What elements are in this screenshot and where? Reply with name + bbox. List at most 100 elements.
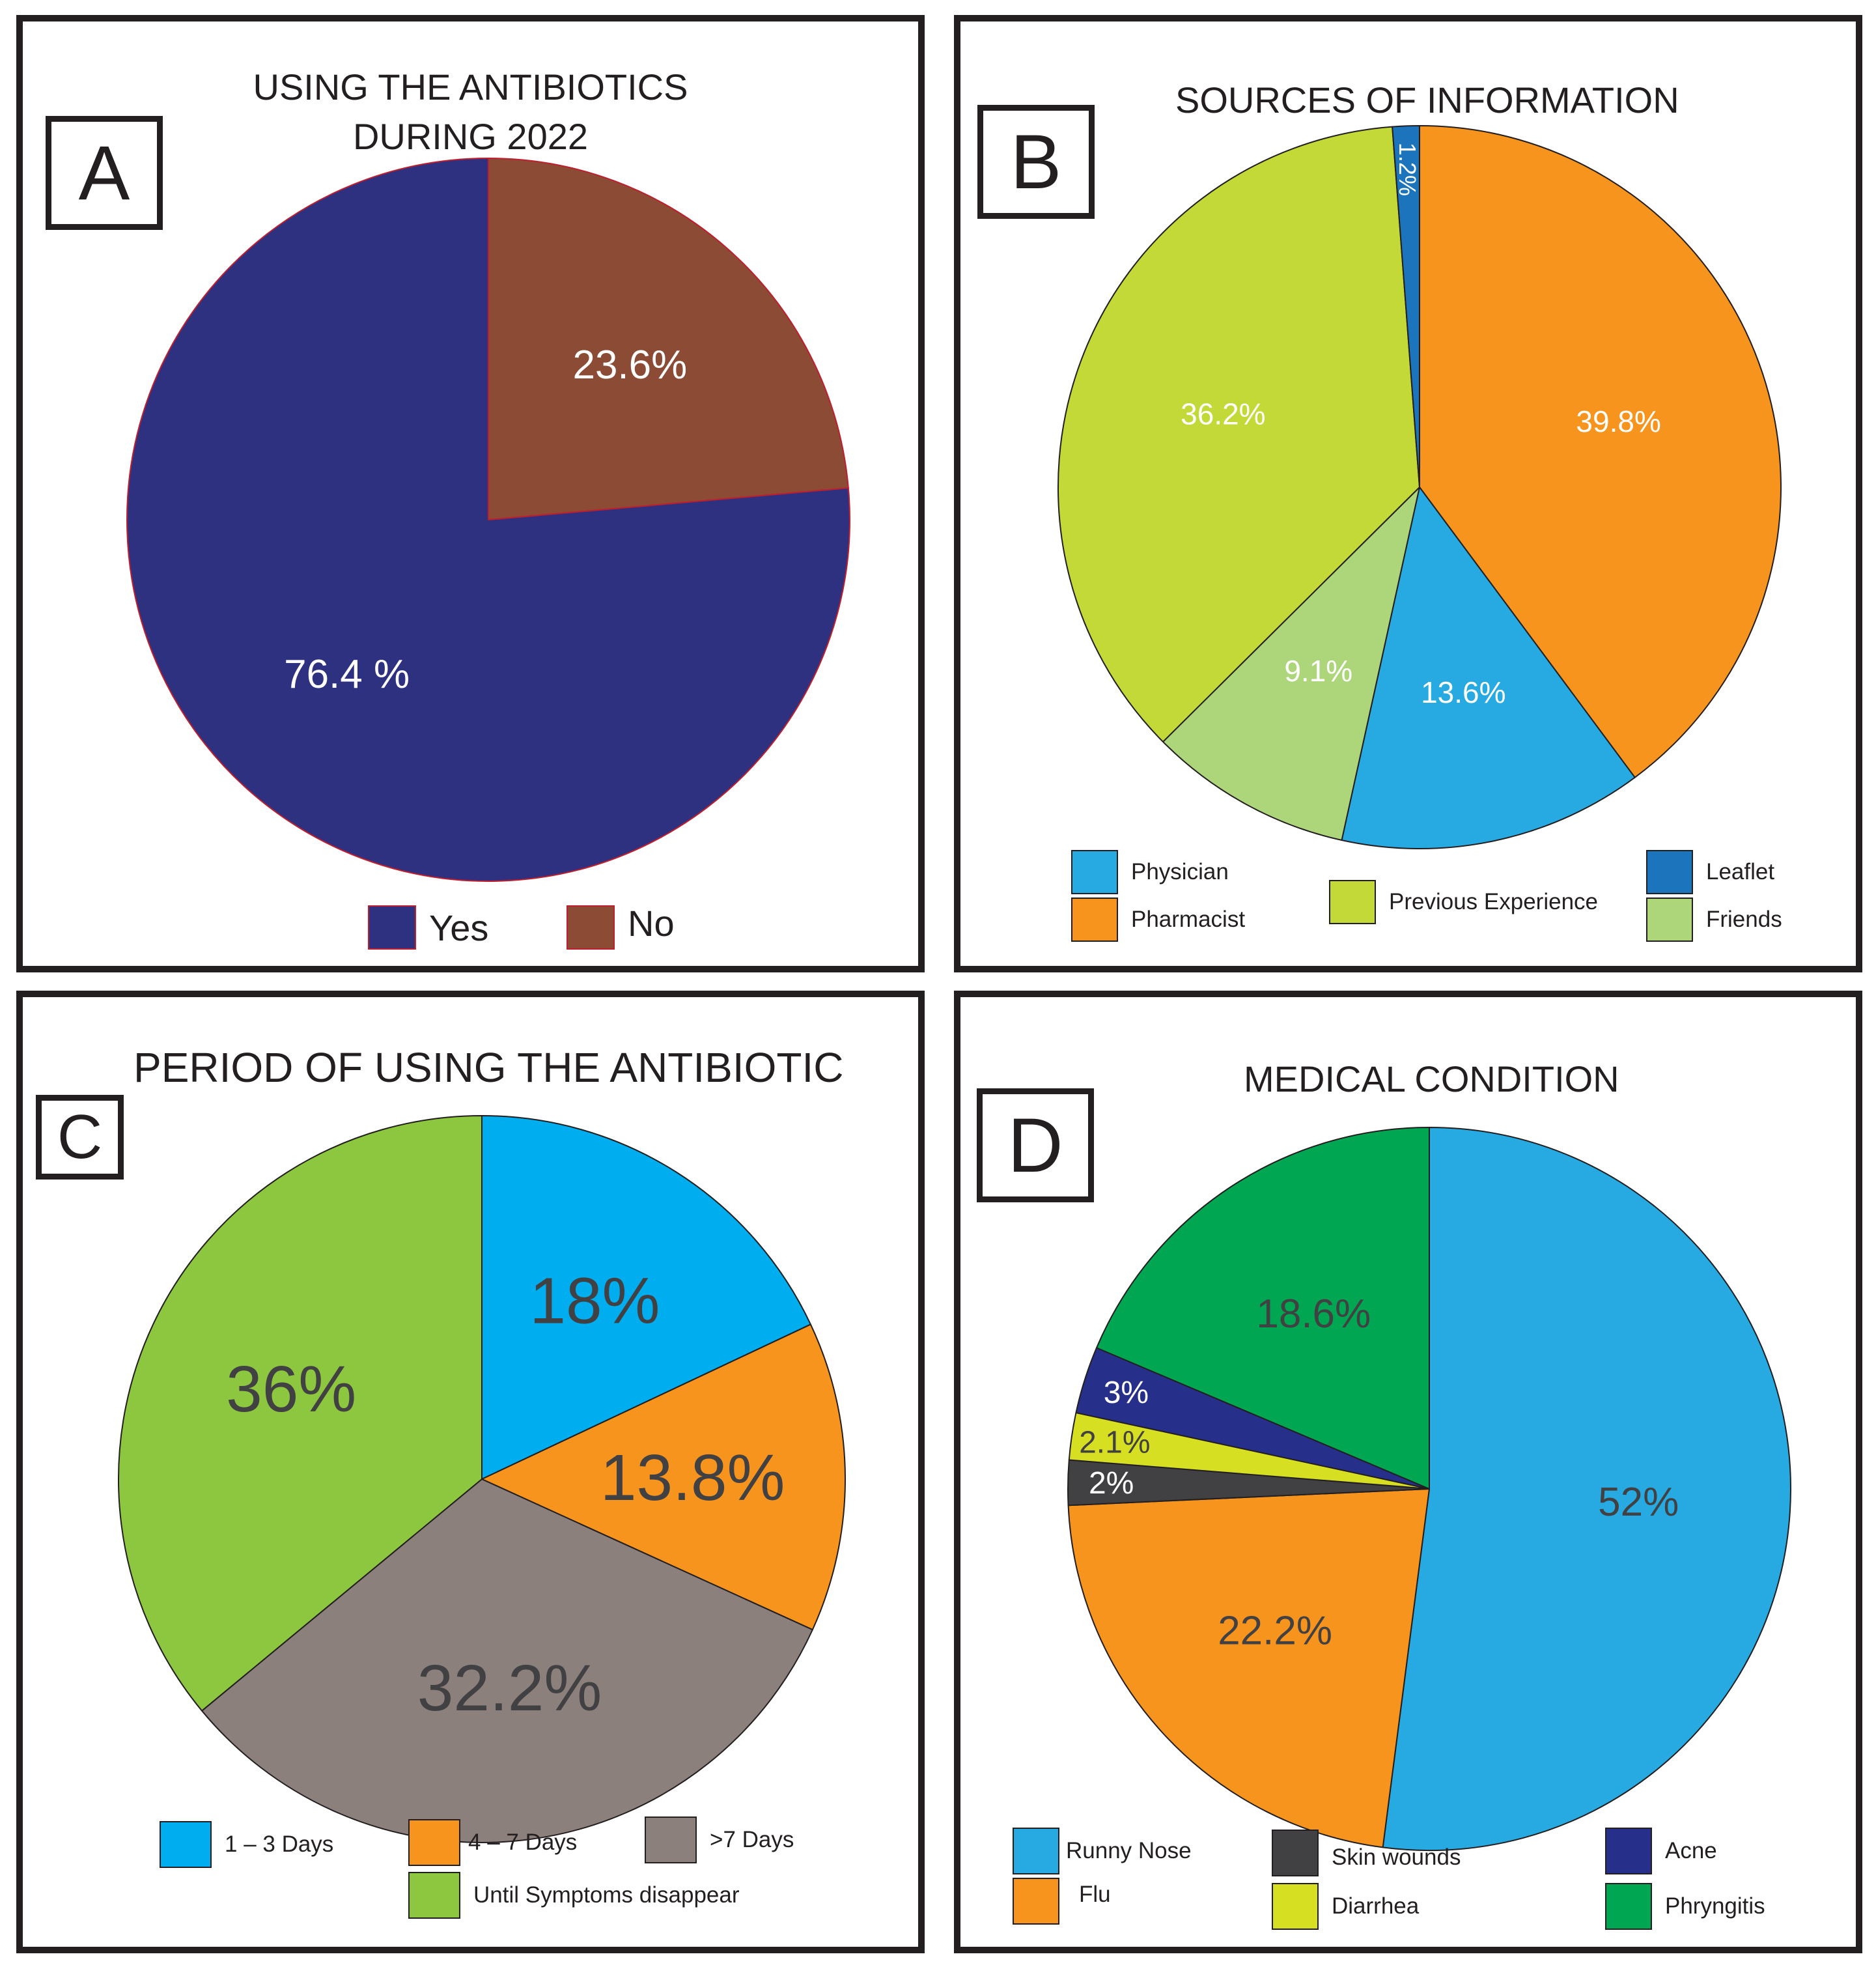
legend-swatch <box>1071 898 1118 942</box>
legend-swatch <box>1272 1830 1319 1876</box>
legend-swatch <box>408 1819 460 1866</box>
legend-item-more-than-7-days: >7 Days <box>645 1817 794 1863</box>
pie-slice-yes <box>126 158 850 882</box>
legend-swatch <box>1646 850 1693 894</box>
legend-label: 1 – 3 Days <box>225 1831 334 1857</box>
legend-swatch <box>567 905 615 950</box>
panel-b: B SOURCES OF INFORMATION 39.8% 13.6% 9.1% 3… <box>954 15 1862 972</box>
legend-item-until-symptoms-disappear: Until Symptoms disappear <box>408 1872 740 1919</box>
legend-item-skin-wounds: Skin wounds <box>1272 1830 1461 1876</box>
legend-label: Pharmacist <box>1131 907 1246 932</box>
legend-item-runny-nose: Runny Nose <box>1013 1828 1192 1874</box>
panel-a: A USING THE ANTIBIOTICS DURING 2022 23.6… <box>16 15 925 972</box>
legend-item-phryngitis: Phryngitis <box>1605 1883 1765 1930</box>
pie-slice-previous-experience <box>1057 126 1420 742</box>
legend-item-1-3-days: 1 – 3 Days <box>160 1821 333 1868</box>
legend-swatch <box>1071 850 1118 894</box>
legend-label: Diarrhea <box>1332 1893 1420 1919</box>
legend-label: Previous Experience <box>1389 889 1598 914</box>
legend-label: 4 – 7 Days <box>468 1830 578 1855</box>
chart-title-b: SOURCES OF INFORMATION <box>1175 79 1679 120</box>
legend-label: No <box>628 902 675 944</box>
legend-label: Physician <box>1131 859 1229 884</box>
legend-label: Skin wounds <box>1332 1845 1461 1870</box>
pie-chart-c: 18% 13.8% 32.2% 36% <box>118 1115 846 1843</box>
pie-slice-4-7-days <box>481 1323 846 1631</box>
legend-swatch <box>1013 1878 1059 1925</box>
legend-swatch <box>1272 1883 1319 1930</box>
legend-swatch <box>1329 880 1376 924</box>
panel-letter-d: D <box>977 1088 1094 1202</box>
panel-letter-b: B <box>977 105 1095 219</box>
slice-label-pharmacist: 39.8% <box>1576 404 1660 438</box>
pie-slice-no <box>488 158 849 520</box>
legend-item-physician: Physician <box>1071 850 1229 894</box>
slice-label-flu: 22.2% <box>1218 1608 1332 1653</box>
chart-title-a-line1: USING THE ANTIBIOTICS <box>253 66 688 107</box>
legend-swatch <box>1605 1883 1652 1930</box>
legend-label: Runny Nose <box>1066 1838 1192 1863</box>
chart-title-a: USING THE ANTIBIOTICS DURING 2022 <box>23 63 918 161</box>
pie-chart-a: 23.6% 76.4 % <box>126 158 850 882</box>
slice-label-runny-nose: 52% <box>1598 1480 1679 1525</box>
panel-c: C PERIOD OF USING THE ANTIBIOTIC 18% 13.8… <box>16 991 925 1953</box>
legend-swatch <box>1013 1828 1059 1874</box>
legend-swatch <box>1605 1828 1652 1874</box>
legend-item-4-7-days: 4 – 7 Days <box>408 1819 577 1866</box>
slice-label-until-symptoms-disappear: 36% <box>226 1353 356 1426</box>
pie-slice-until-symptoms-disappear <box>118 1115 483 1712</box>
legend-label: Yes <box>429 907 489 948</box>
legend-swatch <box>645 1817 697 1863</box>
slice-label-leaflet: 1.2% <box>1394 143 1421 196</box>
slice-label-no: 23.6% <box>572 343 687 388</box>
slice-label-skin-wounds: 2% <box>1089 1466 1134 1501</box>
legend-item-no: No <box>567 902 675 950</box>
legend-label: >7 Days <box>710 1827 794 1852</box>
slice-label-1-3-days: 18% <box>529 1265 660 1338</box>
pie-slice-leaflet <box>1392 125 1420 488</box>
legend-label: Until Symptoms disappear <box>473 1882 740 1908</box>
slice-label-previous-experience: 36.2% <box>1181 397 1265 431</box>
panel-d: D MEDICAL CONDITION 52% 22.2% 2% 2.1% 3% 18.6… <box>954 991 1862 1953</box>
legend-item-leaflet: Leaflet <box>1646 850 1774 894</box>
legend-item-previous-experience: Previous Experience <box>1329 880 1598 924</box>
legend-item-flu: Flu <box>1013 1878 1111 1925</box>
legend-swatch <box>1646 898 1693 942</box>
pie-chart-d: 52% 22.2% 2% 2.1% 3% 18.6% <box>1067 1127 1791 1851</box>
chart-title-a-line2: DURING 2022 <box>352 115 589 157</box>
slice-label-7-days: 32.2% <box>417 1652 602 1725</box>
legend-label: Flu <box>1079 1882 1111 1907</box>
pie-slice-flu <box>1067 1488 1430 1848</box>
legend-item-yes: Yes <box>368 905 488 950</box>
pie-slice-1-3-days <box>481 1115 811 1480</box>
pie-slice-physician <box>1341 487 1636 849</box>
pie-chart-b: 39.8% 13.6% 9.1% 36.2% 1.2% <box>1057 125 1782 849</box>
chart-title-c: PERIOD OF USING THE ANTIBIOTIC <box>133 1044 844 1091</box>
legend-swatch <box>160 1821 212 1868</box>
pie-slice-pharmacist <box>1419 125 1782 778</box>
slice-label-phryngitis: 18.6% <box>1256 1292 1371 1336</box>
panel-letter-c: C <box>36 1095 124 1180</box>
chart-title-d: MEDICAL CONDITION <box>1244 1058 1619 1099</box>
slice-label-physician: 13.6% <box>1421 675 1505 709</box>
legend-item-acne: Acne <box>1605 1828 1717 1874</box>
legend-label: Phryngitis <box>1665 1893 1765 1919</box>
slice-label-friends: 9.1% <box>1284 654 1352 688</box>
slice-label-yes: 76.4 % <box>284 652 410 697</box>
pie-slice-runny-nose <box>1382 1127 1791 1851</box>
slice-label-diarrhea: 2.1% <box>1079 1425 1150 1460</box>
legend-item-friends: Friends <box>1646 898 1782 942</box>
pie-slice-phryngitis <box>1096 1127 1430 1490</box>
slice-label-4-7-days: 13.8% <box>600 1441 785 1514</box>
legend-swatch <box>368 905 416 950</box>
legend-item-diarrhea: Diarrhea <box>1272 1883 1419 1930</box>
pie-slice-friends <box>1162 487 1420 841</box>
legend-swatch <box>408 1872 460 1919</box>
legend-label: Leaflet <box>1706 859 1775 884</box>
legend-label: Acne <box>1665 1838 1717 1863</box>
legend-item-pharmacist: Pharmacist <box>1071 898 1245 942</box>
legend-label: Friends <box>1706 907 1782 932</box>
pie-slice-7-days <box>201 1478 813 1843</box>
slice-label-acne: 3% <box>1104 1376 1149 1410</box>
panel-letter-a: A <box>46 116 163 230</box>
